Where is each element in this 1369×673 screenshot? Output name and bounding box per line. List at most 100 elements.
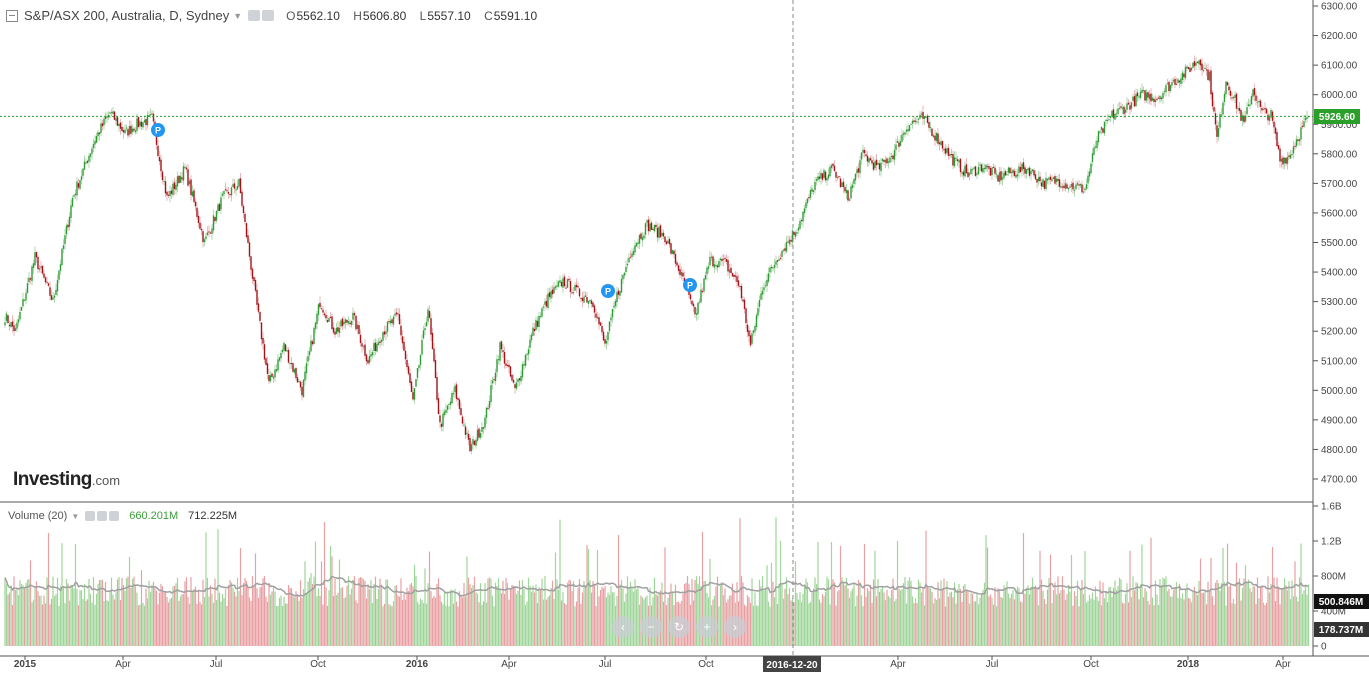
zoom-out-icon[interactable]: − — [640, 616, 662, 638]
volume-bar — [1108, 587, 1110, 646]
candle-body — [211, 228, 213, 234]
visibility-icon[interactable] — [262, 10, 275, 21]
candle-body — [1069, 186, 1071, 188]
candle-body — [1123, 106, 1125, 115]
candle-body — [44, 277, 47, 283]
volume-bar — [584, 585, 587, 646]
candle-body — [547, 293, 549, 309]
candle-body — [782, 249, 785, 251]
candle-body — [875, 159, 878, 166]
candle-body — [1211, 92, 1214, 107]
volume-bar — [65, 579, 68, 646]
candle-body — [1244, 115, 1247, 122]
volume-bar — [578, 579, 581, 646]
volume-bar — [836, 591, 839, 646]
candle-body — [1072, 182, 1074, 190]
candle-body — [925, 116, 927, 118]
volume-bar — [973, 601, 975, 646]
candle-body — [41, 265, 44, 274]
candle-body — [926, 115, 929, 123]
volume-bar — [911, 596, 914, 646]
candle-body — [137, 117, 140, 127]
volume-bar — [941, 589, 944, 646]
chevron-down-icon[interactable]: ▼ — [233, 10, 243, 21]
settings-icon[interactable] — [248, 10, 261, 21]
volume-bar — [865, 596, 867, 646]
volume-bar — [760, 586, 762, 646]
event-marker-label: P — [605, 287, 611, 297]
candle-body — [1208, 71, 1211, 81]
volume-bar — [11, 605, 14, 646]
candle-body — [721, 258, 723, 262]
collapse-icon[interactable] — [6, 9, 18, 22]
volume-title[interactable]: Volume (20) — [8, 510, 68, 522]
volume-bar — [223, 597, 225, 646]
candle-body — [460, 408, 462, 416]
volume-bar — [802, 593, 804, 646]
candle-body — [271, 373, 273, 377]
candle-body — [434, 360, 437, 379]
zoom-in-icon[interactable]: + — [696, 616, 718, 638]
volume-bar — [1180, 598, 1182, 646]
candle-body — [749, 335, 752, 346]
candle-body — [181, 177, 183, 180]
candle-body — [563, 276, 566, 287]
volume-bar — [178, 601, 180, 646]
close-icon[interactable] — [109, 511, 120, 521]
candle-body — [1009, 167, 1011, 174]
volume-bar — [319, 595, 321, 646]
reset-icon[interactable]: ↻ — [668, 616, 690, 638]
candle-body — [109, 112, 111, 114]
candle-body — [554, 286, 557, 289]
candle-body — [1085, 184, 1088, 189]
candle-body — [802, 211, 804, 222]
volume-bar — [1079, 590, 1082, 646]
candle-body — [1205, 69, 1208, 71]
candle-body — [637, 242, 639, 245]
volume-bar — [653, 577, 656, 646]
volume-bar — [1210, 557, 1212, 646]
candle-body — [157, 145, 159, 157]
volume-bar — [448, 606, 450, 646]
volume-bar — [1190, 602, 1193, 646]
volume-bar — [419, 598, 422, 646]
candle-body — [29, 278, 32, 280]
scroll-right-icon[interactable]: › — [724, 616, 746, 638]
visibility-icon[interactable] — [85, 511, 96, 521]
candle-body — [496, 359, 498, 373]
price-tick-label: 5900.00 — [1321, 120, 1358, 131]
candle-body — [1201, 63, 1203, 71]
volume-bar — [755, 605, 758, 646]
open-label: O — [286, 8, 296, 23]
time-tick-label: 2015 — [14, 659, 37, 670]
volume-bar — [118, 577, 120, 646]
scroll-left-icon[interactable]: ‹ — [612, 616, 634, 638]
candle-body — [619, 291, 621, 296]
settings-icon[interactable] — [97, 511, 108, 521]
candle-body — [860, 152, 863, 160]
chevron-down-icon[interactable]: ▼ — [71, 511, 80, 521]
candle-body — [1246, 107, 1248, 115]
candle-body — [754, 325, 756, 332]
volume-bar — [928, 588, 930, 646]
symbol-title[interactable]: S&P/ASX 200, Australia, D, Sydney — [24, 8, 230, 23]
candle-body — [1007, 167, 1010, 173]
volume-bar — [1001, 598, 1004, 646]
volume-bar — [565, 604, 567, 646]
volume-bar — [602, 588, 605, 646]
candle-body — [247, 235, 249, 243]
volume-bar — [856, 595, 858, 646]
volume-bar — [511, 584, 513, 646]
volume-bar — [334, 578, 336, 646]
volume-bar — [229, 580, 231, 646]
volume-bar — [869, 584, 872, 646]
volume-bar — [788, 587, 791, 646]
price-tick-label: 5500.00 — [1321, 238, 1358, 249]
volume-bar — [130, 587, 132, 646]
volume-tick-label: 400M — [1321, 607, 1346, 618]
volume-bar — [946, 581, 948, 646]
candle-body — [476, 429, 479, 441]
volume-bar — [523, 588, 525, 646]
volume-bar — [311, 583, 314, 646]
